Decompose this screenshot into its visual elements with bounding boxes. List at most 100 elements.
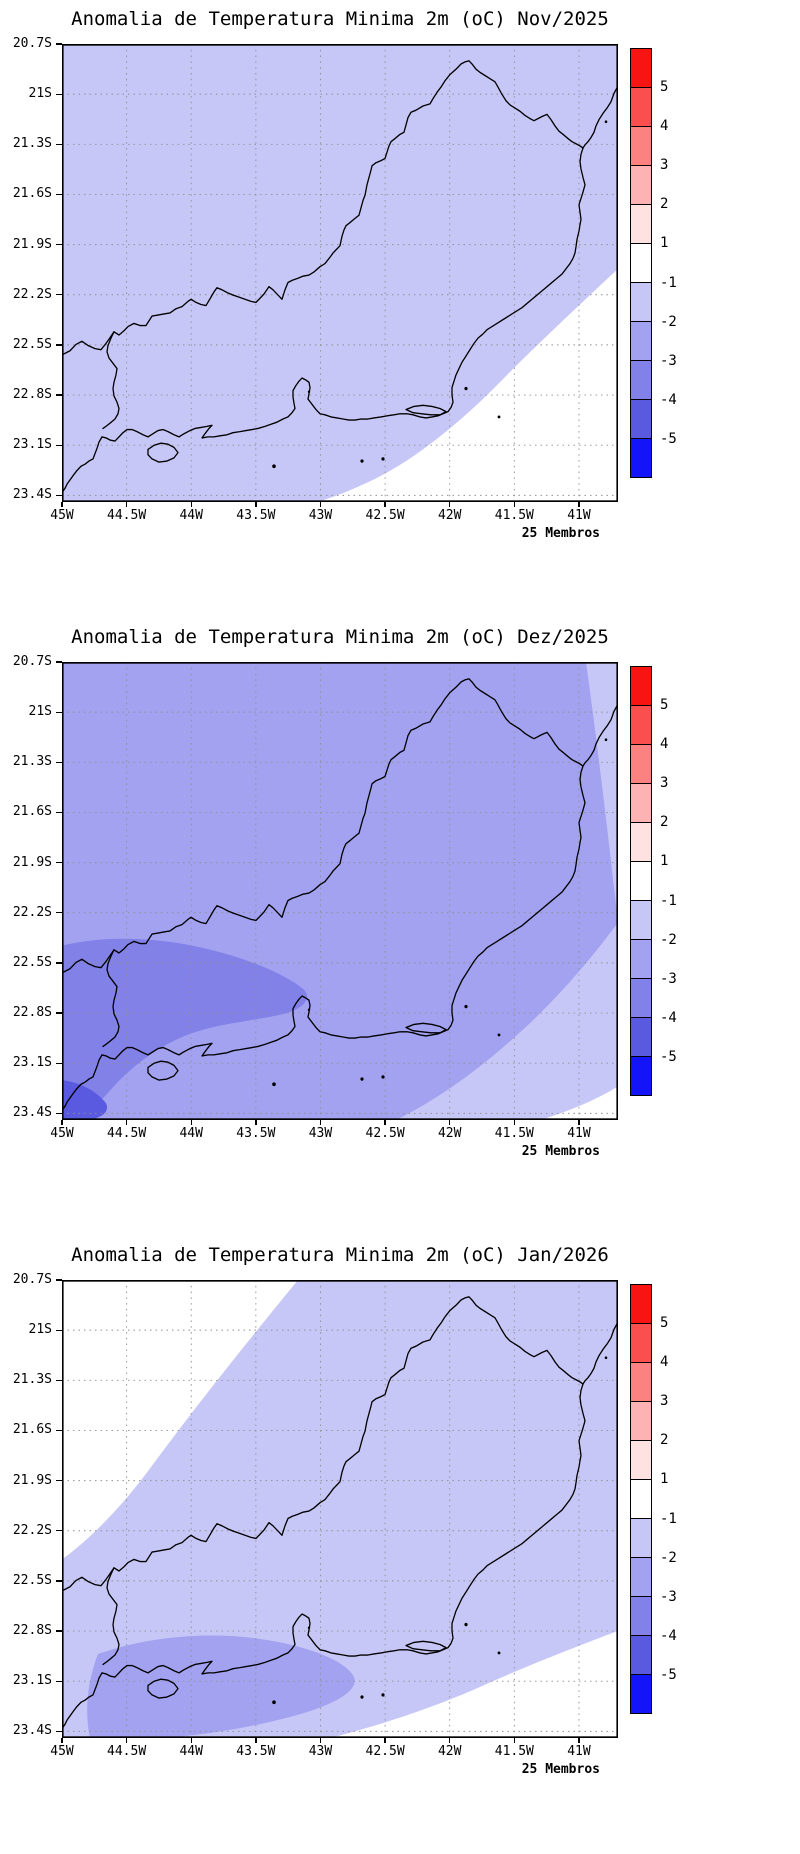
fill-anomaly-minus1-east-band (586, 662, 618, 923)
y-tick-label: 21.3S (12, 754, 52, 770)
colorbar-segment (631, 1018, 651, 1057)
colorbar-tick-label: -4 (660, 1627, 677, 1644)
colorbar-segment (631, 1558, 651, 1597)
x-tick-mark (61, 1738, 63, 1743)
colorbar-tick-label: 5 (660, 1315, 669, 1332)
colorbar-segment (631, 49, 651, 88)
colorbar-segment (631, 1402, 651, 1441)
colorbar-segment (631, 400, 651, 439)
x-tick-label: 41W (567, 508, 591, 523)
map-dez-2025 (62, 662, 618, 1120)
x-tick-label: 42W (437, 1744, 462, 1759)
x-tick-mark (61, 502, 63, 507)
y-tick-mark (56, 494, 62, 497)
colorbar-tick-label: 5 (660, 697, 669, 714)
x-axis: 45W 44.5W 44W 43.5W 43W 42.5W 42W 41.5W 41W (50, 502, 618, 530)
colorbar-segment (631, 1675, 651, 1713)
y-tick-mark (56, 43, 62, 45)
x-tick-mark (449, 1738, 451, 1743)
y-tick-label: 23.4S (12, 1105, 52, 1121)
colorbar: 5 4 3 2 1 -1 -2 -3 -4 -5 (630, 666, 677, 1096)
y-axis: 20.7S 21S 21.3S 21.6S 21.9S 22.2S 22.5S 22.8S 23… (0, 1273, 62, 1738)
fill-anomaly-minus4-to-minus5-corner (62, 1080, 108, 1120)
x-tick-label: 42.5W (365, 1744, 405, 1759)
gridlines (62, 1280, 618, 1738)
y-tick-mark (56, 761, 62, 763)
y-tick-label: 22.2S (12, 904, 52, 920)
x-tick-label: 42W (437, 508, 462, 523)
y-tick-mark (56, 1630, 62, 1632)
colorbar-segment (631, 1285, 651, 1324)
fill-anomaly-neutral-corner (540, 1086, 618, 1120)
x-tick-mark (578, 1738, 580, 1743)
y-tick-mark (56, 1730, 62, 1733)
colorbar-segment (631, 439, 651, 477)
x-tick-label: 42W (437, 1126, 462, 1141)
colorbar-tick-label: 2 (660, 1432, 669, 1449)
y-tick-mark (56, 711, 62, 713)
x-tick-mark (190, 502, 192, 507)
colorbar-segment (631, 127, 651, 166)
y-tick-label: 22.5S (12, 1572, 52, 1588)
x-tick-mark (578, 1120, 580, 1125)
y-tick-label: 21.9S (12, 236, 52, 252)
x-tick-mark (190, 1738, 192, 1743)
y-tick-mark (56, 1429, 62, 1432)
gridlines (62, 662, 618, 1120)
colorbar-segment (631, 901, 651, 940)
colorbar-segment (631, 244, 651, 283)
y-tick-label: 23.1S (12, 1673, 52, 1689)
x-tick-label: 44.5W (107, 1744, 147, 1759)
colorbar: 5 4 3 2 1 -1 -2 -3 -4 -5 (630, 1284, 677, 1714)
fill-anomaly-minus1-southeast (396, 922, 618, 1120)
colorbar-tick-label: -1 (660, 892, 677, 909)
y-tick-label: 21S (28, 1322, 52, 1338)
y-tick-mark (56, 1329, 62, 1331)
colorbar: 5 4 3 2 1 -1 -2 -3 -4 -5 (630, 48, 677, 478)
x-tick-mark (190, 1120, 192, 1125)
fill-anomaly-minus2-to-minus3-blob (87, 1635, 355, 1738)
colorbar-segment (631, 322, 651, 361)
colorbar-segment (631, 1597, 651, 1636)
y-tick-label: 22.5S (12, 954, 52, 970)
y-tick-mark (56, 962, 62, 964)
x-tick-label: 45W (50, 1744, 74, 1759)
colorbar-segment (631, 1519, 651, 1558)
fill-anomaly-neutral-northwest (62, 1280, 298, 1560)
y-tick-label: 23.4S (12, 487, 52, 503)
colorbar-tick-label: -2 (660, 931, 677, 948)
x-tick-mark (384, 1738, 386, 1743)
colorbar-segment (631, 823, 651, 862)
colorbar-tick-label: 1 (660, 853, 669, 870)
ensemble-members-label: 25 Membros (521, 526, 600, 541)
x-tick-label: 44W (179, 508, 203, 523)
map-frame (62, 1280, 618, 1738)
colorbar-tick-label: -5 (660, 1666, 677, 1683)
colorbar-tick-label: -4 (660, 391, 677, 408)
x-tick-label: 43.5W (236, 1744, 276, 1759)
fill-anomaly-minus3-to-minus4-blob (62, 938, 308, 1120)
y-tick-mark (56, 394, 62, 396)
map-nov-2025 (62, 44, 618, 502)
map-area (62, 662, 618, 1120)
colorbar-tick-label: 1 (660, 1471, 669, 1488)
panel-jan-2026: Anomalia de Temperatura Minima 2m (oC) J… (0, 1236, 800, 1854)
x-tick-label: 44W (179, 1744, 203, 1759)
chart-title: Anomalia de Temperatura Minima 2m (oC) N… (71, 8, 609, 30)
colorbar-tick-label: 5 (660, 79, 669, 96)
y-tick-mark (56, 1062, 62, 1064)
y-tick-mark (56, 244, 62, 246)
x-tick-mark (125, 1120, 128, 1125)
x-tick-mark (578, 502, 580, 507)
y-tick-mark (56, 1480, 62, 1482)
colorbar-tick-label: -1 (660, 274, 677, 291)
y-tick-label: 21.9S (12, 1472, 52, 1488)
y-tick-mark (56, 811, 62, 814)
colorbar-segment (631, 1441, 651, 1480)
colorbar-tick-label: 3 (660, 157, 669, 174)
y-axis: 20.7S 21S 21.3S 21.6S 21.9S 22.2S 22.5S 22.8S 23… (0, 37, 62, 503)
x-tick-label: 41W (567, 1744, 591, 1759)
y-tick-label: 22.5S (12, 336, 52, 352)
colorbar-tick-label: 3 (660, 1393, 669, 1410)
colorbar-segment (631, 940, 651, 979)
